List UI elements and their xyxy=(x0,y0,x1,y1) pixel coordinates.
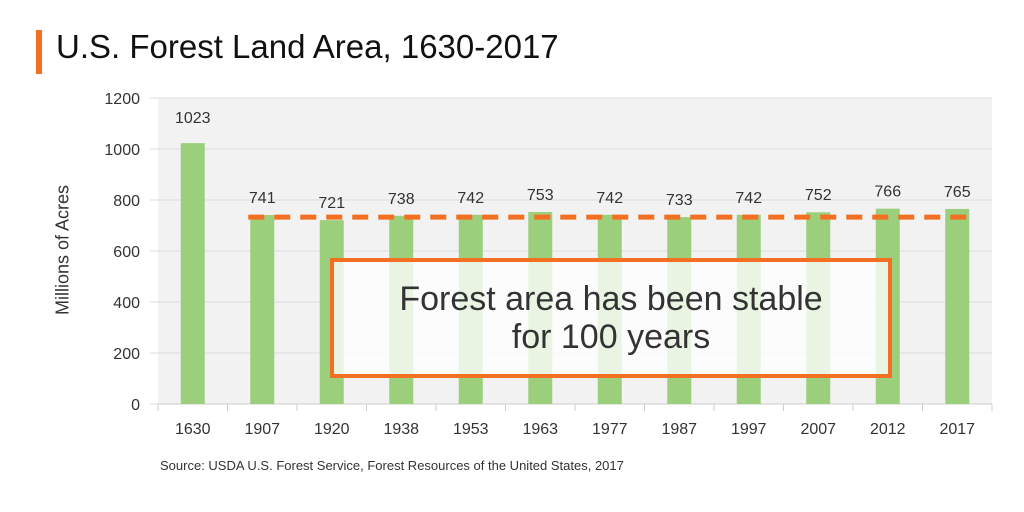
x-tick-label: 2007 xyxy=(800,421,836,438)
x-tick-label: 1920 xyxy=(314,421,350,438)
x-tick-label: 1953 xyxy=(453,421,489,438)
x-tick-label: 2017 xyxy=(939,421,975,438)
bar xyxy=(945,208,970,404)
x-tick-label: 1963 xyxy=(522,421,558,438)
x-tick-label: 1977 xyxy=(592,421,628,438)
data-label: 721 xyxy=(318,195,345,212)
title-accent-bar xyxy=(36,30,42,74)
x-tick-label: 2012 xyxy=(870,421,906,438)
x-tick-label: 1997 xyxy=(731,421,767,438)
data-label: 742 xyxy=(457,190,484,207)
data-label: 733 xyxy=(666,192,693,209)
data-label: 753 xyxy=(527,187,554,204)
y-tick-label: 200 xyxy=(113,346,140,363)
source-note: Source: USDA U.S. Forest Service, Forest… xyxy=(160,458,624,473)
y-tick-label: 0 xyxy=(131,397,140,414)
y-tick-label: 800 xyxy=(113,193,140,210)
y-tick-label: 400 xyxy=(113,295,140,312)
y-tick-label: 1200 xyxy=(104,91,140,108)
callout-box: Forest area has been stable for 100 years xyxy=(330,258,892,378)
data-label: 765 xyxy=(944,184,971,201)
data-label: 752 xyxy=(805,187,832,204)
data-label: 741 xyxy=(249,190,276,207)
chart-title: U.S. Forest Land Area, 1630-2017 xyxy=(56,28,559,65)
x-tick-label: 1907 xyxy=(244,421,280,438)
callout-line-1: Forest area has been stable xyxy=(399,280,823,318)
data-label: 738 xyxy=(388,191,415,208)
x-tick-label: 1938 xyxy=(383,421,419,438)
data-label: 742 xyxy=(735,190,762,207)
callout-line-2: for 100 years xyxy=(511,318,711,356)
y-tick-label: 600 xyxy=(113,244,140,261)
data-label: 1023 xyxy=(175,110,211,127)
x-tick-label: 1987 xyxy=(661,421,697,438)
bar xyxy=(180,143,205,404)
data-label: 766 xyxy=(874,184,901,201)
bar xyxy=(250,215,275,404)
y-tick-label: 1000 xyxy=(104,142,140,159)
x-tick-label: 1630 xyxy=(175,421,211,438)
data-label: 742 xyxy=(596,190,623,207)
